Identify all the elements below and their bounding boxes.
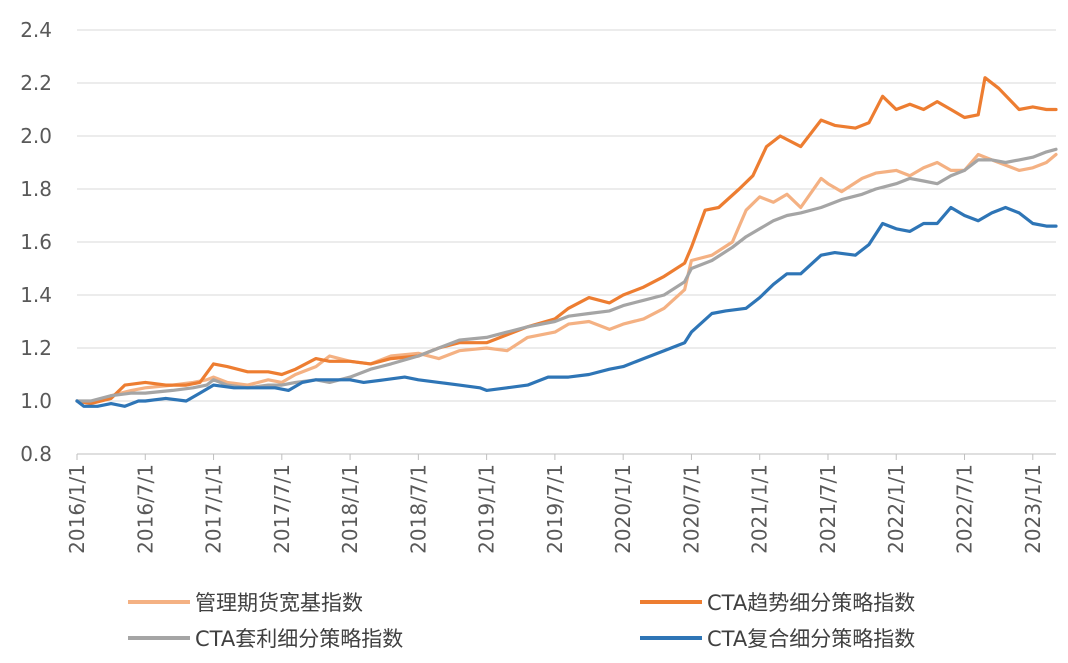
gridlines [77,29,1056,455]
y-tick-label: 1.6 [20,230,52,254]
y-tick-label: 1.8 [20,177,52,201]
legend-item-series-3: CTA复合细分策略指数 [640,627,915,651]
x-tick-label: 2017/7/1 [270,464,294,554]
legend-label-series-3: CTA复合细分策略指数 [707,627,915,651]
x-tick-label: 2021/7/1 [816,464,840,554]
x-tick-label: 2018/7/1 [406,464,430,554]
series-line-2 [75,147,1058,403]
x-tick-label: 2020/1/1 [611,464,635,554]
legend-label-series-2: CTA套利细分策略指数 [195,627,403,651]
legend-item-series-1: CTA趋势细分策略指数 [640,591,915,615]
x-tick-label: 2017/1/1 [202,464,226,554]
y-tick-label: 2.4 [20,18,52,42]
y-tick-label: 1.4 [20,283,52,307]
x-tick-label: 2016/1/1 [65,464,89,554]
x-tick-label: 2019/7/1 [543,464,567,554]
legend-item-series-2: CTA套利细分策略指数 [128,627,403,651]
x-tick-label: 2019/1/1 [475,464,499,554]
x-tick-label: 2021/1/1 [748,464,772,554]
x-tick-label: 2023/1/1 [1021,464,1045,554]
series-line-0 [75,152,1058,406]
legend: 管理期货宽基指数 CTA趋势细分策略指数 CTA套利细分策略指数 CTA复合细分… [128,591,915,651]
x-axis: 2016/1/1 2016/7/1 2017/1/1 2017/7/1 2018/1/1… [65,453,1056,554]
legend-item-series-0: 管理期货宽基指数 [128,591,363,615]
x-tick-label: 2022/1/1 [884,464,908,554]
x-tick-label: 2016/7/1 [133,464,157,554]
x-tick-label: 2022/7/1 [953,464,977,554]
legend-label-series-0: 管理期货宽基指数 [195,591,363,615]
legend-label-series-1: CTA趋势细分策略指数 [707,591,915,615]
y-tick-label: 2.2 [20,71,52,95]
x-tick-label: 2018/1/1 [338,464,362,554]
series-line-1 [75,76,1058,406]
y-tick-label: 2.0 [20,124,52,148]
y-axis: 0.8 1.0 1.2 1.4 1.6 1.8 2.0 2.2 2.4 [20,18,52,466]
y-tick-label: 1.2 [20,336,52,360]
x-tick-label: 2020/7/1 [679,464,703,554]
y-tick-label: 0.8 [20,442,52,466]
series-lines [75,76,1058,408]
series-line-3 [75,205,1058,408]
y-tick-label: 1.0 [20,389,52,413]
